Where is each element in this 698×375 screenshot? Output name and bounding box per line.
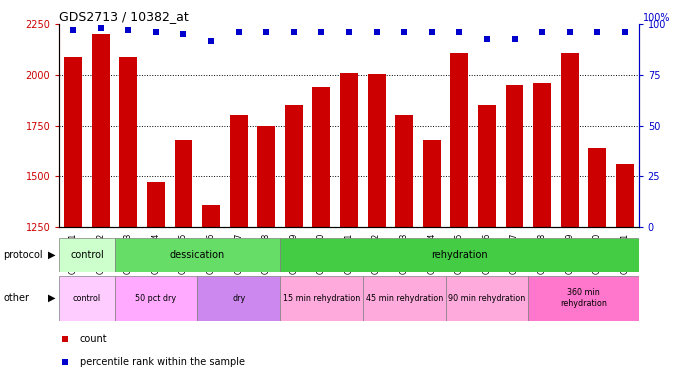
Point (564, 30, 575, 36)
Bar (114, 276, 198, 321)
Point (150, 30, 161, 36)
Bar (395, 116, 413, 227)
Bar (91, 34, 110, 227)
Bar (533, 83, 551, 227)
Bar (505, 85, 524, 227)
Bar (280, 276, 363, 321)
Text: GDS2713 / 10382_at: GDS2713 / 10382_at (59, 10, 189, 23)
Text: 45 min rehydration: 45 min rehydration (366, 294, 443, 303)
Text: ▶: ▶ (48, 250, 56, 260)
Text: percentile rank within the sample: percentile rank within the sample (80, 357, 244, 367)
Bar (285, 105, 303, 227)
Point (509, 36, 520, 42)
Point (260, 30, 272, 36)
Point (315, 30, 327, 36)
Point (233, 30, 244, 36)
Bar (174, 140, 193, 227)
Point (59, 336, 70, 342)
Bar (114, 238, 280, 272)
Bar (528, 276, 639, 321)
Bar (119, 57, 138, 227)
Text: rehydration: rehydration (431, 250, 488, 260)
Bar (230, 116, 248, 227)
Point (178, 32, 189, 38)
Bar (147, 182, 165, 227)
Point (95, 26, 106, 32)
Text: 50 pct dry: 50 pct dry (135, 294, 177, 303)
Bar (368, 74, 385, 227)
Bar (363, 276, 445, 321)
Bar (423, 140, 440, 227)
Bar (445, 276, 528, 321)
Bar (64, 57, 82, 227)
Bar (588, 148, 607, 227)
Text: protocol: protocol (3, 250, 43, 260)
Text: 90 min rehydration: 90 min rehydration (448, 294, 526, 303)
Text: 360 min
rehydration: 360 min rehydration (560, 288, 607, 308)
Bar (450, 53, 468, 227)
Point (68, 27, 79, 33)
Point (399, 30, 410, 36)
Text: 100%: 100% (643, 13, 670, 23)
Bar (258, 126, 275, 227)
Point (123, 27, 134, 33)
Point (537, 30, 548, 36)
Bar (280, 238, 639, 272)
Text: count: count (80, 334, 107, 344)
Point (619, 30, 630, 36)
Point (482, 36, 493, 42)
Bar (198, 276, 280, 321)
Bar (59, 276, 114, 321)
Text: other: other (3, 293, 29, 303)
Point (454, 30, 465, 36)
Point (288, 30, 299, 36)
Text: dry: dry (232, 294, 245, 303)
Bar (616, 164, 634, 227)
Point (59, 359, 70, 365)
Bar (202, 205, 220, 227)
Point (592, 30, 603, 36)
Bar (478, 105, 496, 227)
Text: dessication: dessication (170, 250, 225, 260)
Text: control: control (73, 294, 101, 303)
Point (371, 30, 383, 36)
Bar (59, 238, 114, 272)
Text: 15 min rehydration: 15 min rehydration (283, 294, 360, 303)
Point (426, 30, 438, 36)
Text: ▶: ▶ (48, 293, 56, 303)
Point (205, 38, 216, 44)
Text: control: control (70, 250, 104, 260)
Bar (313, 87, 330, 227)
Bar (340, 73, 358, 227)
Bar (560, 53, 579, 227)
Point (343, 30, 355, 36)
